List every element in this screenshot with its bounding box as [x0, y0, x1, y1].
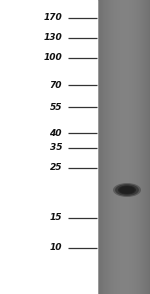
Bar	[101, 0, 102, 294]
Bar	[112, 0, 113, 294]
Text: 130: 130	[43, 34, 62, 43]
Bar	[98, 0, 99, 294]
Bar	[126, 0, 127, 294]
Bar	[137, 0, 138, 294]
Bar	[145, 0, 146, 294]
Bar	[120, 0, 121, 294]
Bar	[116, 0, 117, 294]
Text: 15: 15	[50, 213, 62, 223]
Bar	[115, 0, 116, 294]
Text: 100: 100	[43, 54, 62, 63]
Ellipse shape	[113, 183, 141, 197]
Bar	[125, 0, 126, 294]
Bar	[147, 0, 148, 294]
Text: 40: 40	[50, 128, 62, 138]
Ellipse shape	[115, 184, 139, 196]
Text: 35: 35	[50, 143, 62, 153]
Bar	[119, 0, 120, 294]
Bar	[140, 0, 141, 294]
Text: 170: 170	[43, 14, 62, 23]
Bar	[100, 0, 101, 294]
Text: 70: 70	[50, 81, 62, 89]
Text: 25: 25	[50, 163, 62, 173]
Bar	[144, 0, 145, 294]
Bar	[149, 0, 150, 294]
Bar	[124, 0, 125, 294]
Bar	[134, 0, 135, 294]
Bar	[102, 0, 103, 294]
Bar	[103, 0, 104, 294]
Bar	[113, 0, 114, 294]
Bar	[133, 0, 134, 294]
Text: 10: 10	[50, 243, 62, 253]
Bar	[122, 0, 123, 294]
Ellipse shape	[119, 186, 135, 194]
Bar	[136, 0, 137, 294]
Bar	[99, 0, 100, 294]
Bar	[117, 0, 118, 294]
Bar	[148, 0, 149, 294]
Bar	[141, 0, 142, 294]
Bar	[118, 0, 119, 294]
Bar	[103, 0, 104, 294]
Bar	[143, 0, 144, 294]
Bar	[108, 0, 109, 294]
Bar	[114, 0, 115, 294]
Bar	[127, 0, 128, 294]
Bar	[130, 0, 131, 294]
Bar	[146, 0, 147, 294]
Bar	[138, 0, 139, 294]
Bar	[128, 0, 129, 294]
Bar	[142, 0, 143, 294]
Bar	[104, 0, 105, 294]
Bar	[107, 0, 108, 294]
Bar	[135, 0, 136, 294]
Bar	[123, 0, 124, 294]
Bar	[136, 0, 137, 294]
Bar	[105, 0, 106, 294]
Text: 55: 55	[50, 103, 62, 111]
Bar	[121, 0, 122, 294]
Bar	[132, 0, 133, 294]
Bar	[131, 0, 132, 294]
Bar	[106, 0, 107, 294]
Bar	[139, 0, 140, 294]
Bar	[110, 0, 111, 294]
Bar	[109, 0, 110, 294]
Ellipse shape	[118, 186, 136, 195]
Bar	[111, 0, 112, 294]
Bar	[129, 0, 130, 294]
